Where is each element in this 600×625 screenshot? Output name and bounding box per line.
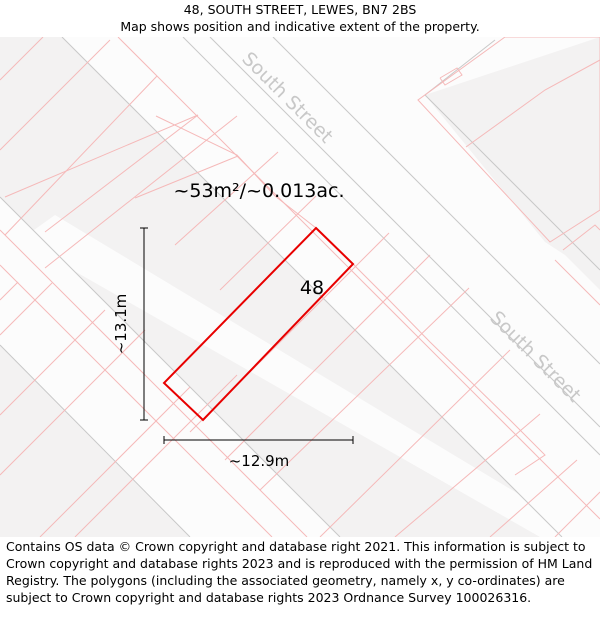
property-boundary[interactable] xyxy=(162,226,355,422)
map-canvas: South Street South Street ~53m²/~0.013ac… xyxy=(0,37,600,537)
map-description: Map shows position and indicative extent… xyxy=(120,19,480,34)
horizontal-dimension-line xyxy=(163,436,354,444)
plot-number-label: 48 xyxy=(300,277,324,299)
property-map[interactable]: South Street South Street ~53m²/~0.013ac… xyxy=(0,37,600,537)
area-label: ~53m²/~0.013ac. xyxy=(173,180,344,202)
copyright-attribution: Contains OS data © Crown copyright and d… xyxy=(6,539,593,605)
parcel-boundaries xyxy=(0,37,600,537)
vertical-dimension-label: ~13.1m xyxy=(112,294,130,355)
vertical-dimension-line xyxy=(140,227,148,421)
road-edges xyxy=(0,37,600,537)
map-header: 48, SOUTH STREET, LEWES, BN7 2BS Map sho… xyxy=(0,0,600,37)
property-address: 48, SOUTH STREET, LEWES, BN7 2BS xyxy=(183,2,417,17)
horizontal-dimension-label: ~12.9m xyxy=(229,452,290,470)
